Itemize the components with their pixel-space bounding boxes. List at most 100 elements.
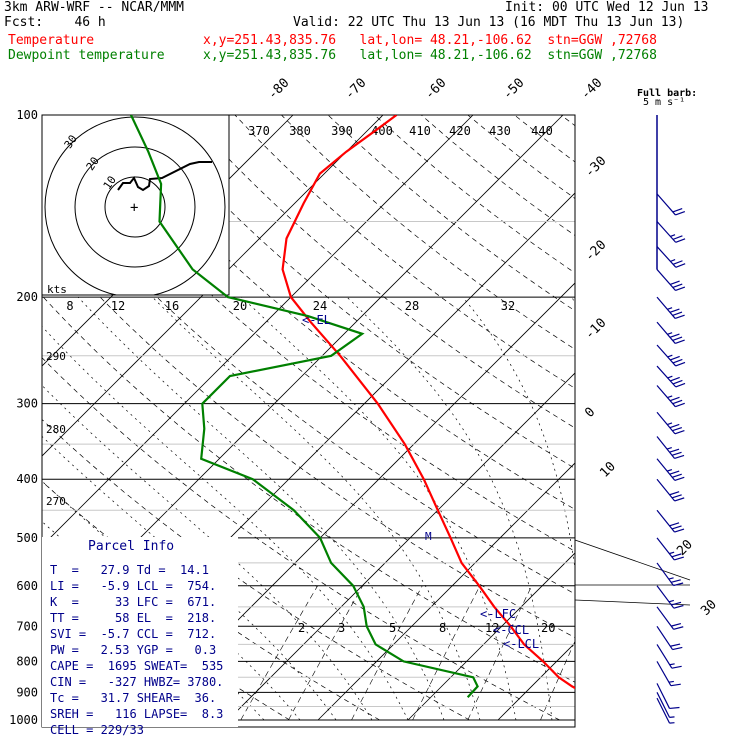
isotherm-label: 30	[698, 597, 720, 619]
theta-label: 370	[248, 124, 270, 138]
wind-barb-staff	[656, 661, 672, 686]
wind-barb-flag	[675, 210, 686, 216]
wind-barb-staff	[656, 296, 676, 319]
mixing-ratio-line	[240, 585, 318, 721]
wind-barb-staff	[656, 436, 675, 459]
wind-barb	[656, 344, 686, 367]
speed-tick-label: 32	[501, 299, 515, 313]
moist-adiabat-line	[462, 296, 575, 572]
full-barb-label: Full barb:	[637, 88, 697, 99]
wind-barb-staff	[656, 385, 676, 408]
hodograph-trace	[117, 161, 212, 192]
wind-barb-staff	[656, 697, 671, 724]
parcel-row: PW = 2.53 YGP = 0.3	[50, 643, 217, 657]
isotherm-label: -60	[422, 76, 449, 103]
isotherm-label: -70	[342, 76, 369, 103]
parcel-row: LI = -5.9 LCL = 754.	[50, 579, 217, 593]
pressure-tick-label: 600	[16, 579, 38, 593]
wind-barb-flag	[674, 454, 685, 459]
hodo-ring-label-30: 30	[62, 133, 80, 151]
isotherm-line	[42, 115, 384, 457]
dry-adiabat-line	[420, 115, 575, 236]
wind-barb-staff	[656, 246, 677, 268]
speed-tick-label: 8	[66, 299, 73, 313]
parcel-row: CAPE = 1695 SWEAT= 535	[50, 659, 224, 673]
wind-barb-staff	[656, 478, 676, 502]
wind-barb	[656, 697, 675, 724]
wind-barb-staff	[656, 644, 673, 669]
mixing-ratio-line	[540, 640, 575, 721]
isotherm-line	[588, 115, 740, 720]
wind-barb-flag	[669, 522, 680, 527]
mixing-ratio-label: 3	[338, 621, 345, 635]
wind-barb-flag	[669, 333, 680, 338]
wind-barb	[656, 193, 686, 216]
wind-barb-flag	[669, 706, 680, 710]
isotherm-line	[227, 372, 575, 721]
theta-label-280: 280	[46, 423, 66, 436]
theta-label-290: 290	[46, 350, 66, 363]
dewpoint-location: x,y=251.43,835.76 lat,lon= 48.21,-106.62…	[203, 48, 657, 63]
speed-tick-label: 12	[111, 299, 125, 313]
wind-barb-staff	[656, 509, 675, 533]
wind-barb-flag	[669, 423, 680, 429]
isotherm-label: -20	[582, 238, 609, 265]
pressure-tick-label: 200	[16, 290, 38, 304]
speed-tick-label: 28	[405, 299, 419, 313]
speed-tick-label: 20	[233, 299, 247, 313]
parcel-row: CIN = -327 HWBZ= 3780.	[50, 675, 224, 689]
wind-barb-staff	[656, 458, 676, 481]
wind-barb-flag	[672, 283, 683, 289]
wind-barb-flag	[670, 579, 681, 583]
mixing-ratio-label: 2	[298, 621, 305, 635]
wind-barb-flag	[670, 683, 681, 687]
pressure-tick-label: 1000	[9, 713, 38, 727]
wind-barb-half-flag	[667, 307, 673, 310]
wind-barb-flag	[675, 263, 686, 268]
wind-barb-staff	[656, 411, 676, 435]
wind-barb-flag	[672, 358, 683, 364]
pressure-tick-label: 800	[16, 654, 38, 668]
wind-barb-flag	[669, 308, 680, 313]
init-time: Init: 00 UTC Wed 12 Jun 13	[505, 0, 709, 15]
wind-barb	[656, 411, 685, 435]
wind-barb	[656, 509, 685, 533]
wind-barb	[656, 365, 686, 388]
wind-barb	[656, 562, 684, 587]
hodograph-origin: +	[130, 200, 138, 216]
wind-barb-half-flag	[669, 663, 675, 666]
isotherm-line	[678, 115, 740, 720]
moist-adiabat-line	[241, 296, 517, 721]
wind-barb-staff	[656, 221, 677, 243]
wind-barb-flag	[670, 355, 680, 361]
wind-barb-staff	[656, 692, 671, 718]
wind-barb-flag	[672, 646, 683, 651]
wind-barb-flag	[672, 207, 683, 213]
parcel-row: T = 27.9 Td = 14.1	[50, 563, 209, 577]
hodograph-box	[41, 114, 230, 296]
isotherm-label: -80	[265, 76, 292, 103]
isotherm-line	[317, 462, 575, 721]
wind-barb-staff	[656, 625, 674, 650]
lcl-label: <-LCL	[503, 637, 539, 651]
wind-barb-flag	[672, 426, 683, 432]
mixing-ratio-label: 5	[389, 621, 396, 635]
wind-barb-flag	[669, 396, 680, 402]
forecast-hour: Fcst: 46 h	[4, 15, 106, 30]
isotherm-label: -50	[500, 76, 527, 103]
wind-barb-half-flag	[666, 446, 672, 450]
hodograph-ring	[44, 116, 226, 295]
wind-barb-flag	[673, 582, 684, 587]
wind-barb	[656, 269, 686, 292]
mixing-ratio-line	[351, 585, 423, 721]
el-label: <-EL	[302, 313, 331, 327]
dry-adiabat-line	[701, 115, 740, 720]
wind-barb-flag	[674, 556, 685, 561]
wind-barb-half-flag	[667, 354, 673, 358]
parcel-row: CELL = 229/33	[50, 723, 144, 737]
plot-frame	[41, 114, 576, 728]
wind-barb-flag	[675, 361, 686, 367]
theta-label: 410	[409, 124, 431, 138]
wind-barb-flag	[672, 473, 682, 478]
wind-barb-staff	[656, 683, 671, 709]
